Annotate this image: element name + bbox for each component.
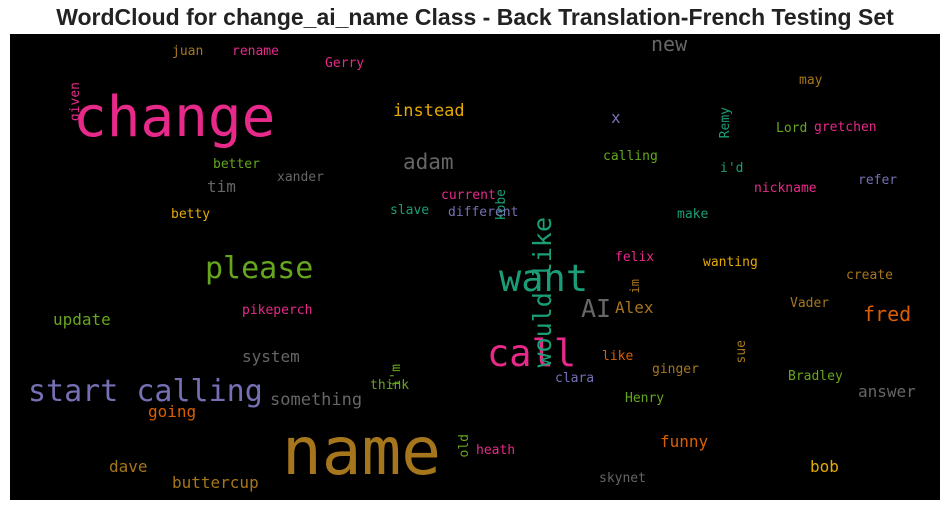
word-given: given (68, 82, 83, 122)
word-funny: funny (660, 432, 709, 451)
word-gretchen: gretchen (814, 120, 877, 135)
word-wanting: wanting (703, 255, 758, 270)
word-calling: calling (603, 149, 658, 164)
word-x: x (611, 108, 621, 127)
word-system: system (242, 347, 300, 366)
word-start-calling: start calling (28, 374, 263, 409)
word-rename: rename (232, 44, 279, 59)
word-dave: dave (109, 457, 148, 476)
word-slave: slave (390, 203, 430, 218)
word-gerry: Gerry (325, 56, 365, 71)
word-nickname: nickname (754, 181, 817, 196)
word-juan: juan (172, 44, 204, 59)
word-update: update (53, 310, 111, 329)
wordcloud-canvas: name change want call please start calling wou… (10, 34, 940, 500)
word-new: new (651, 34, 688, 56)
word-henry: Henry (625, 391, 665, 406)
word-create: create (846, 268, 893, 283)
word-felix: felix (615, 250, 655, 265)
page-title: WordCloud for change_ai_name Class - Bac… (56, 4, 894, 30)
word-going: going (148, 402, 197, 421)
word-want: want (499, 257, 589, 300)
word-heath: heath (476, 443, 516, 458)
word-i-d: i'd (720, 161, 744, 176)
word-vader: Vader (790, 296, 830, 311)
word-lord: Lord (776, 121, 808, 136)
word-old: old (457, 434, 472, 458)
word-better: better (213, 157, 260, 172)
word-adam: adam (403, 150, 454, 174)
word-im: im (628, 279, 642, 294)
word-name: name (282, 413, 441, 490)
word-answer: answer (858, 382, 916, 401)
word-like: like (602, 349, 634, 364)
word-xander: xander (277, 170, 324, 185)
word-current: current (441, 188, 496, 203)
word-clara: clara (555, 371, 595, 386)
word-change: change (73, 85, 276, 150)
word-ginger: ginger (652, 362, 699, 377)
word-think: think (370, 378, 410, 393)
word-skynet: skynet (599, 471, 646, 486)
word-betty: betty (171, 207, 211, 222)
word-refer: refer (858, 173, 898, 188)
word-make: make (677, 207, 709, 222)
word-call: call (487, 332, 577, 375)
word-something: something (270, 390, 363, 410)
word-bradley: Bradley (788, 369, 843, 384)
word-would-like: would like (528, 217, 557, 368)
word-sue: sue (734, 340, 749, 364)
word-please: please (205, 251, 314, 286)
word-ai: AI (581, 294, 612, 323)
word-bob: bob (810, 457, 839, 476)
word-instead: instead (393, 101, 465, 121)
word-alex: Alex (615, 298, 654, 317)
word-different: different (448, 205, 519, 220)
word-remy: Remy (718, 107, 733, 139)
word-fred: fred (863, 302, 912, 326)
word-tim: tim (207, 177, 236, 196)
word-buttercup: buttercup (172, 473, 259, 492)
word-may: may (799, 73, 823, 88)
word-pikeperch: pikeperch (242, 303, 313, 318)
